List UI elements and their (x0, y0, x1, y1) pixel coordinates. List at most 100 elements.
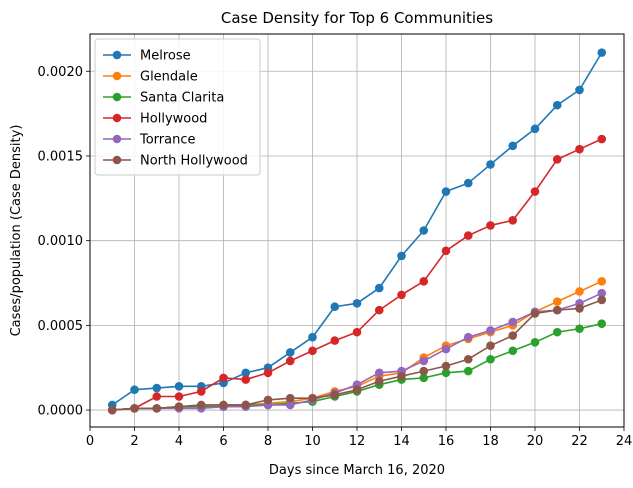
legend-box (94, 38, 261, 176)
y-tick-label: 0.0010 (38, 234, 84, 249)
data-point-melrose (174, 382, 184, 391)
data-point-hollywood (419, 277, 429, 286)
x-tick-label: 8 (264, 434, 272, 449)
data-point-santa-clarita (419, 373, 429, 383)
data-point-hollywood (308, 346, 317, 356)
data-point-hollywood (463, 231, 473, 240)
data-point-melrose (575, 85, 584, 95)
data-point-melrose (330, 302, 340, 312)
x-axis-title: Days since March 16, 2020 (269, 463, 445, 478)
data-point-santa-clarita (530, 338, 540, 347)
data-point-torrance (374, 368, 384, 378)
data-point-melrose (486, 160, 495, 169)
legend-item-north-hollywood: North Hollywood (103, 154, 248, 169)
data-point-glendale (575, 287, 584, 296)
data-point-santa-clarita (552, 327, 562, 337)
data-point-north-hollywood (597, 295, 607, 305)
data-point-hollywood (196, 387, 206, 396)
legend-item-glendale: Glendale (103, 70, 198, 85)
legend-label: Santa Clarita (140, 91, 224, 106)
data-point-hollywood (219, 373, 228, 383)
x-tick-label: 12 (349, 434, 366, 449)
x-axis: 0 2 4 6 8 10 12 14 16 18 20 22 24 (86, 427, 632, 449)
data-point-torrance (486, 326, 495, 335)
data-point-hollywood (241, 375, 251, 384)
legend-label: Torrance (139, 133, 196, 148)
data-point-north-hollywood (196, 400, 206, 410)
data-point-hollywood (575, 144, 584, 154)
data-point-melrose (374, 283, 384, 293)
data-point-santa-clarita (486, 354, 495, 364)
legend-marker (112, 71, 122, 81)
legend-item-hollywood: Hollywood (103, 112, 207, 127)
data-point-north-hollywood (463, 354, 473, 364)
data-point-melrose (530, 124, 540, 134)
chart-title: Case Density for Top 6 Communities (221, 9, 493, 27)
data-point-north-hollywood (107, 405, 117, 415)
data-point-hollywood (530, 187, 540, 196)
x-tick-label: 14 (393, 434, 410, 449)
data-point-santa-clarita (441, 368, 451, 378)
data-point-melrose (352, 299, 362, 308)
y-tick-label: 0.0020 (38, 65, 84, 80)
legend-label: Hollywood (140, 112, 207, 127)
data-point-hollywood (330, 336, 340, 345)
data-point-north-hollywood (552, 305, 562, 315)
data-point-torrance (463, 332, 473, 342)
data-point-hollywood (397, 290, 406, 300)
data-point-melrose (285, 348, 295, 357)
legend-marker (112, 134, 122, 144)
data-point-north-hollywood (352, 385, 362, 395)
legend-label: North Hollywood (140, 154, 248, 169)
data-point-torrance (508, 317, 518, 327)
data-point-north-hollywood (241, 400, 251, 410)
data-point-melrose (130, 385, 139, 395)
x-tick-label: 10 (304, 434, 321, 449)
data-point-santa-clarita (575, 324, 584, 334)
legend: Melrose Glendale Santa Clarita Hollywood Tor… (94, 38, 261, 176)
x-tick-label: 4 (175, 434, 183, 449)
legend-marker (112, 50, 122, 60)
data-point-north-hollywood (374, 376, 384, 386)
data-point-north-hollywood (575, 304, 584, 313)
data-point-melrose (152, 383, 162, 393)
data-point-glendale (597, 277, 607, 286)
data-point-melrose (552, 100, 562, 110)
data-point-hollywood (263, 368, 273, 378)
data-point-hollywood (374, 305, 384, 315)
data-point-north-hollywood (441, 361, 451, 371)
x-tick-label: 18 (482, 434, 499, 449)
x-tick-label: 16 (438, 434, 455, 449)
data-point-north-hollywood (530, 309, 540, 318)
series-melrose (107, 48, 607, 410)
y-tick-label: 0.0000 (38, 404, 84, 419)
legend-label: Melrose (140, 49, 191, 64)
y-tick-label: 0.0015 (38, 149, 84, 164)
data-point-melrose (397, 251, 406, 261)
x-tick-label: 20 (527, 434, 544, 449)
data-point-north-hollywood (285, 393, 295, 403)
data-point-melrose (597, 48, 607, 57)
data-point-north-hollywood (174, 402, 184, 411)
data-point-glendale (552, 297, 562, 306)
legend-item-santa-clarita: Santa Clarita (103, 91, 224, 106)
legend-item-melrose: Melrose (103, 49, 191, 64)
data-point-north-hollywood (419, 366, 429, 376)
x-tick-label: 22 (571, 434, 588, 449)
x-tick-label: 2 (130, 434, 138, 449)
data-point-hollywood (441, 246, 451, 256)
data-point-torrance (419, 356, 429, 366)
data-point-north-hollywood (508, 331, 518, 340)
series-lines (107, 48, 607, 415)
legend-marker (112, 113, 122, 123)
data-point-santa-clarita (597, 319, 607, 328)
data-point-torrance (597, 288, 607, 298)
data-point-melrose (308, 332, 317, 342)
data-point-santa-clarita (508, 346, 518, 356)
data-point-torrance (285, 400, 295, 410)
data-point-hollywood (285, 356, 295, 366)
series-north-hollywood (107, 295, 607, 415)
data-point-santa-clarita (463, 366, 473, 376)
data-point-melrose (241, 368, 251, 378)
y-axis-title: Cases/population (Case Density) (9, 125, 24, 337)
